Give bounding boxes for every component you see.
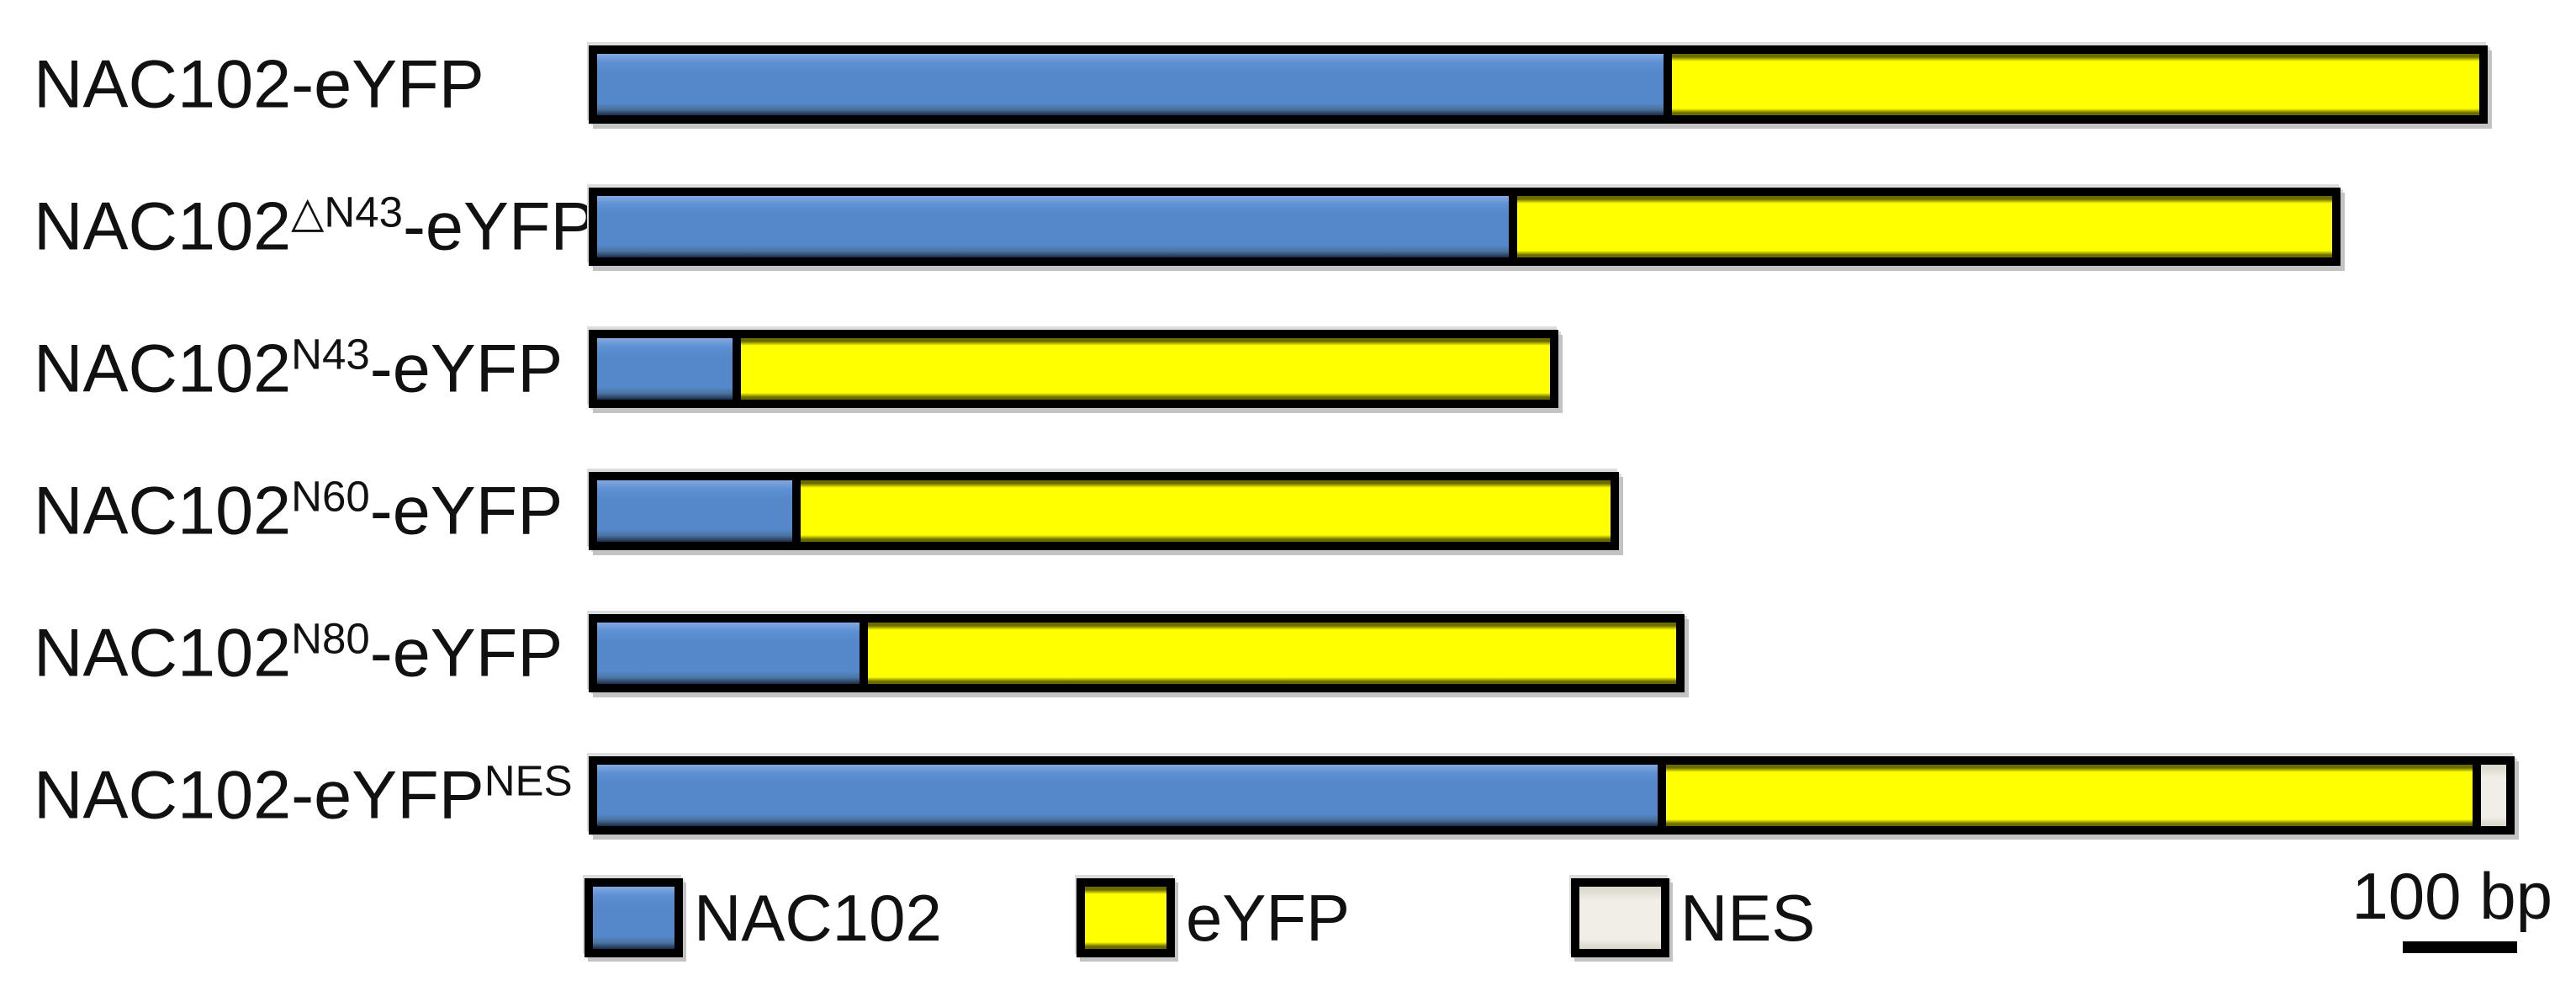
construct-label: NAC102N60-eYFP <box>34 474 563 545</box>
legend-item-eyfp: eYFP <box>1076 878 1350 957</box>
construct-bar <box>589 472 1619 550</box>
legend-item-nac102: NAC102 <box>584 878 942 957</box>
segment-eyfp <box>1509 188 2341 266</box>
construct-label: NAC102△N43-eYFP <box>34 190 596 261</box>
label-superscript: NES <box>484 756 573 804</box>
label-superscript: N80 <box>291 614 370 662</box>
segment-nac102 <box>589 756 1666 835</box>
label-text: NAC102 <box>34 331 292 406</box>
construct-label: NAC102N80-eYFP <box>34 617 563 687</box>
construct-bar <box>589 330 1558 408</box>
label-text: -eYFP <box>369 473 563 548</box>
construct-bar <box>589 45 2488 124</box>
label-superscript: △N43 <box>291 188 403 236</box>
segment-eyfp <box>860 614 1685 692</box>
label-text: NAC102-eYFP <box>34 757 484 833</box>
construct-bar <box>589 614 1685 692</box>
segment-nac102 <box>589 614 868 692</box>
segment-nac102 <box>589 330 741 408</box>
label-text: NAC102-eYFP <box>34 46 484 122</box>
segment-nac102 <box>589 45 1672 124</box>
label-text: NAC102 <box>34 615 292 691</box>
segment-eyfp <box>1664 45 2488 124</box>
construct-label: NAC102-eYFPNES <box>34 759 573 829</box>
segment-eyfp <box>792 472 1619 550</box>
legend-swatch-nes <box>1571 878 1669 957</box>
construct-label: NAC102-eYFP <box>34 50 484 119</box>
legend-swatch-nac102 <box>584 878 683 957</box>
label-text: -eYFP <box>369 331 563 406</box>
construct-bar <box>589 188 2341 266</box>
legend-item-nes: NES <box>1571 878 1815 957</box>
legend-label-nes: NES <box>1680 881 1816 955</box>
label-superscript: N60 <box>291 472 370 520</box>
label-text: NAC102 <box>34 473 292 548</box>
segment-nac102 <box>589 188 1517 266</box>
segment-eyfp <box>733 330 1558 408</box>
segment-nes <box>2473 756 2515 835</box>
segment-nac102 <box>589 472 801 550</box>
legend-label-eyfp: eYFP <box>1186 881 1351 955</box>
segment-eyfp <box>1658 756 2481 835</box>
label-text: -eYFP <box>402 188 596 264</box>
label-superscript: N43 <box>291 330 370 378</box>
scalebar-line <box>2403 941 2517 953</box>
construct-label: NAC102N43-eYFP <box>34 332 563 403</box>
construct-bar <box>589 756 2515 835</box>
label-text: NAC102 <box>34 188 292 264</box>
legend-swatch-eyfp <box>1076 878 1175 957</box>
legend-label-nac102: NAC102 <box>694 881 942 955</box>
label-text: -eYFP <box>369 615 563 691</box>
scalebar-label: 100 bp <box>2351 859 2552 933</box>
